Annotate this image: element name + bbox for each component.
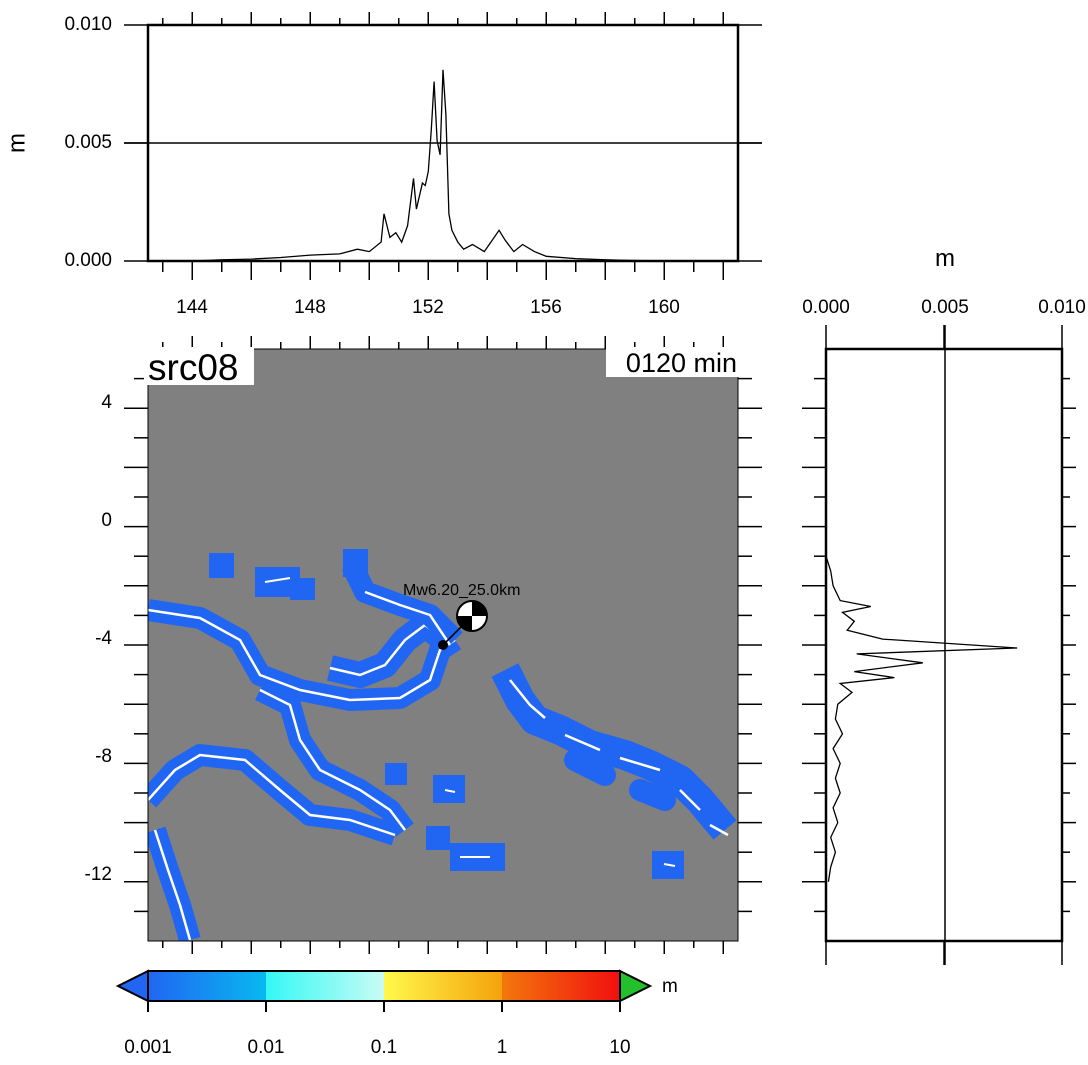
colorbar-over-arrow <box>619 969 653 1003</box>
top-ytick-label: 0.010 <box>64 14 112 35</box>
focal-mechanism-beachball <box>456 600 488 632</box>
map-panel: 4 0 -4 -8 -12 src08 0120 min Mw6.20_25.0… <box>85 336 762 954</box>
top-profile-ticks <box>124 12 762 280</box>
colorbar: m 0.001 0.01 0.1 1 10 <box>115 969 678 1058</box>
colorbar-label: 1 <box>497 1037 508 1058</box>
top-ytick-label: 0.000 <box>64 250 112 271</box>
top-profile-panel: m 0.010 0.005 0.000 144 148 152 156 160 <box>3 12 762 318</box>
right-profile-frame <box>824 347 1064 943</box>
source-label: src08 <box>148 347 238 388</box>
right-profile-ticks <box>802 325 1076 965</box>
solomon-islands <box>491 663 737 840</box>
colorbar-segment <box>148 971 266 1001</box>
new-ireland <box>342 560 463 648</box>
top-xtick-label: 152 <box>412 297 444 318</box>
source-label-box <box>144 347 254 385</box>
colorbar-label: 0.1 <box>371 1037 397 1058</box>
colorbar-label: 10 <box>609 1037 630 1058</box>
colorbar-segment <box>266 971 384 1001</box>
epicenter-marker <box>438 640 448 650</box>
right-xtick-label: 0.010 <box>1038 297 1086 318</box>
top-xtick-label: 160 <box>648 297 680 318</box>
map-ytick-label: -4 <box>95 628 112 649</box>
colorbar-under-arrow <box>115 969 149 1003</box>
map-frame-ticks <box>124 336 762 954</box>
top-ytick-label: 0.005 <box>64 132 112 153</box>
top-profile-trace <box>192 69 724 262</box>
top-xtick-label: 148 <box>294 297 326 318</box>
colorbar-segment <box>384 971 502 1001</box>
map-ytick-label: -8 <box>95 746 112 767</box>
top-xtick-label: 156 <box>530 297 562 318</box>
colorbar-label: 0.01 <box>248 1037 285 1058</box>
right-xtick-label: 0.005 <box>921 297 969 318</box>
right-xtick-label: 0.000 <box>802 297 850 318</box>
top-xtick-label: 144 <box>176 297 208 318</box>
right-profile-trace <box>825 556 1018 882</box>
map-ytick-label: 0 <box>101 510 112 531</box>
small-island-coasts <box>264 577 676 867</box>
map-ytick-label: 4 <box>101 392 112 413</box>
time-label-box <box>606 347 740 377</box>
map-frame <box>147 348 739 942</box>
colorbar-unit: m <box>662 976 678 997</box>
wave-height-layer <box>148 549 737 941</box>
top-profile-ylabel: m <box>3 133 30 153</box>
map-ytick-label: -12 <box>85 864 112 885</box>
papua-peninsula <box>148 680 414 846</box>
colorbar-label: 0.001 <box>124 1037 172 1058</box>
colorbar-segment <box>502 971 620 1001</box>
png-mainland-north <box>148 599 462 711</box>
time-label: 0120 min <box>626 348 737 378</box>
southwest-coast <box>148 826 201 941</box>
right-profile-panel: m 0.000 0.005 0.010 <box>802 245 1086 965</box>
right-profile-xlabel: m <box>935 245 955 272</box>
event-label: Mw6.20_25.0km <box>403 582 520 599</box>
